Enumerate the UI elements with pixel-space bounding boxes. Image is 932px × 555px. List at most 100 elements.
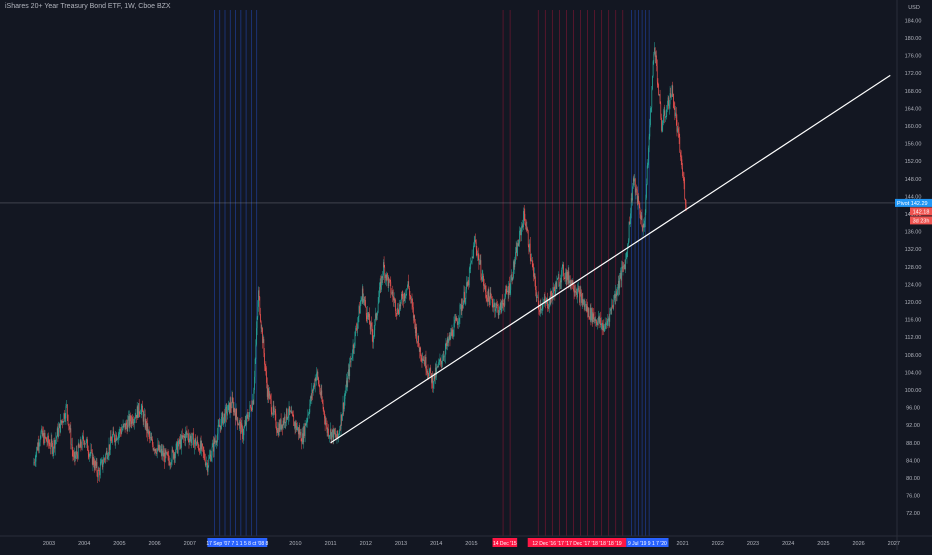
candle-body: [456, 321, 458, 325]
candle-body: [241, 423, 243, 428]
candle-body: [69, 426, 70, 430]
candle-body: [412, 307, 414, 318]
x-tick-label: 2011: [325, 541, 337, 547]
candle-body: [144, 414, 146, 428]
candle-body: [497, 304, 498, 306]
candle-body: [260, 314, 261, 322]
candle-body: [123, 424, 125, 425]
candle-body: [513, 261, 514, 278]
candle-body: [509, 283, 510, 294]
candle-body: [537, 296, 539, 305]
candle-body: [176, 441, 178, 444]
candle-body: [284, 416, 286, 423]
candle-body: [558, 277, 560, 287]
candle-body: [602, 325, 604, 331]
candle-body: [184, 436, 186, 442]
candle-body: [158, 445, 160, 451]
candle-body: [620, 272, 622, 281]
candle-body: [629, 221, 631, 225]
candle-body: [672, 85, 674, 94]
candle-body: [364, 300, 366, 301]
candle-body: [616, 293, 618, 297]
candle-body: [141, 405, 143, 409]
candle-body: [341, 413, 343, 421]
candle-body: [597, 320, 599, 326]
current-price-label: 142.18: [913, 209, 930, 215]
candle-body: [101, 459, 103, 468]
candle-body: [49, 444, 51, 448]
candle-body: [46, 441, 48, 443]
countdown-box: [910, 216, 932, 225]
candle-body: [282, 420, 284, 429]
candle-body: [660, 103, 662, 118]
candle-body: [258, 290, 259, 307]
candle-body: [270, 395, 271, 399]
candle-body: [116, 434, 117, 441]
candle-body: [99, 470, 100, 476]
candle-body: [468, 268, 470, 286]
candle-body: [198, 449, 200, 450]
candle-body: [233, 408, 235, 413]
candle-body: [656, 65, 658, 83]
candle-body: [44, 432, 46, 438]
candle-body: [527, 231, 529, 246]
date-label-text: 14 Dec '15: [493, 541, 517, 547]
candle-body: [671, 85, 673, 97]
candle-body: [221, 416, 222, 429]
candle-body: [528, 245, 530, 252]
candle-body: [318, 384, 320, 387]
candle-body: [218, 424, 220, 426]
candle-body: [65, 406, 67, 419]
candle-body: [443, 356, 445, 358]
candle-body: [490, 292, 492, 297]
candle-body: [231, 397, 233, 408]
candle-body: [78, 443, 80, 447]
candle-body: [60, 419, 62, 423]
candle-body: [152, 444, 154, 450]
candle-body: [185, 431, 187, 433]
currency-label: USD: [908, 5, 920, 11]
candle-body: [552, 292, 554, 299]
candle-body: [395, 311, 397, 314]
candle-body: [412, 303, 414, 308]
candle-body: [41, 428, 42, 433]
candle-body: [546, 298, 548, 300]
candle-body: [586, 306, 588, 312]
candle-body: [539, 304, 541, 313]
candle-body: [80, 440, 82, 447]
candle-body: [251, 409, 253, 411]
candle-body: [608, 318, 610, 322]
candle-body: [143, 414, 145, 422]
candle-body: [328, 428, 329, 437]
candle-body: [130, 415, 131, 422]
candle-body: [41, 428, 43, 436]
candle-body: [682, 167, 683, 176]
candle-body: [310, 396, 312, 399]
candle-body: [632, 186, 633, 201]
candle-body: [512, 277, 514, 281]
candle-body: [91, 449, 92, 451]
candle-body: [479, 263, 480, 265]
candle-body: [651, 89, 653, 108]
candle-body: [239, 421, 241, 423]
y-tick-label: 116.00: [905, 318, 921, 324]
candle-body: [296, 428, 298, 430]
candle-body: [383, 262, 384, 276]
candle-body: [206, 462, 208, 464]
candle-body: [591, 308, 592, 321]
candle-body: [235, 409, 237, 420]
candle-body: [669, 104, 670, 109]
candle-body: [483, 285, 485, 287]
candle-body: [191, 439, 192, 444]
candle-body: [64, 418, 66, 419]
candle-body: [543, 298, 545, 303]
candle-body: [129, 415, 131, 426]
candle-body: [308, 413, 309, 415]
candle-body: [353, 344, 355, 349]
candle-body: [117, 438, 119, 440]
candle-body: [638, 204, 640, 208]
candle-body: [125, 422, 127, 430]
candle-body: [563, 264, 564, 276]
